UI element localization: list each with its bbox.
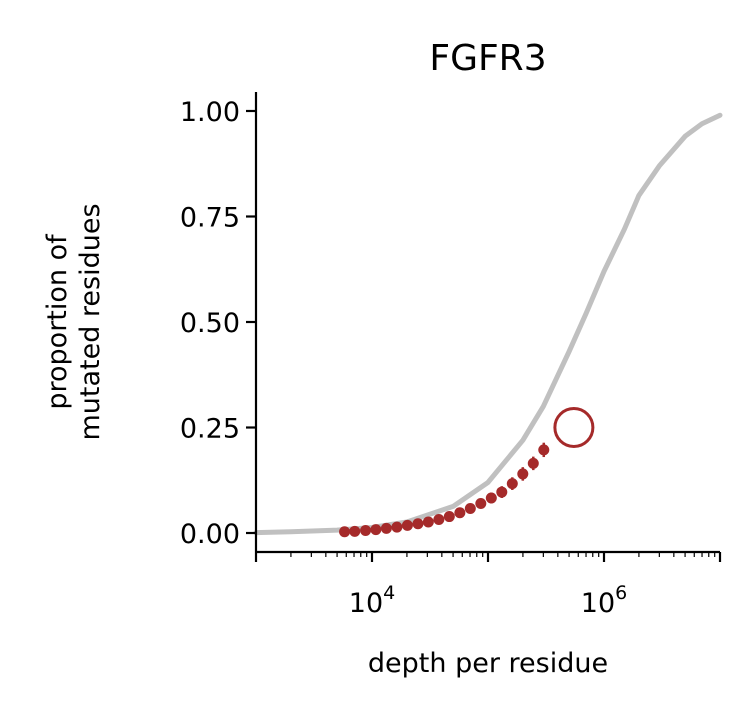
data-point <box>464 503 476 515</box>
data-point <box>339 526 351 538</box>
x-tick-label-base: 10 <box>349 588 383 619</box>
x-tick-label-base: 10 <box>581 588 615 619</box>
x-axis-label: depth per residue <box>368 648 608 679</box>
fit-curve-layer <box>253 112 723 536</box>
data-point <box>360 524 372 536</box>
data-point <box>538 444 550 456</box>
y-tick-label: 1.00 <box>180 97 240 128</box>
x-axis-ticks: 104 106 <box>254 552 722 619</box>
data-point <box>454 507 466 519</box>
data-point <box>433 514 445 526</box>
data-point <box>496 486 508 498</box>
y-tick-label: 0.75 <box>180 202 240 233</box>
x-tick-label-exponent: 4 <box>383 582 395 604</box>
data-point <box>401 519 413 531</box>
data-points-layer <box>339 407 595 538</box>
data-point <box>475 497 487 509</box>
y-tick-label: 0.25 <box>180 414 240 445</box>
y-axis-ticks: 0.00 0.25 0.50 0.75 1.00 <box>180 97 256 550</box>
data-point <box>517 468 529 480</box>
data-point <box>391 521 403 533</box>
data-point <box>380 522 392 534</box>
y-tick-label: 0.00 <box>180 519 240 550</box>
y-axis-label-line-1: proportion of <box>42 233 73 410</box>
x-tick-label: 104 <box>349 582 395 619</box>
y-axis-label-line-2: mutated residues <box>75 203 106 440</box>
data-point <box>443 511 455 523</box>
y-tick-label: 0.50 <box>180 308 240 339</box>
data-point <box>527 457 539 469</box>
chart-title: FGFR3 <box>429 38 546 79</box>
fit-curve-line <box>253 112 723 536</box>
data-point <box>422 516 434 528</box>
x-tick-label-exponent: 6 <box>615 582 627 604</box>
data-point <box>485 492 497 504</box>
data-point <box>412 518 424 530</box>
data-point <box>370 524 382 536</box>
data-point <box>349 525 361 537</box>
open-circle-marker <box>553 407 595 449</box>
x-tick-label: 106 <box>581 582 627 619</box>
data-point <box>506 478 518 490</box>
